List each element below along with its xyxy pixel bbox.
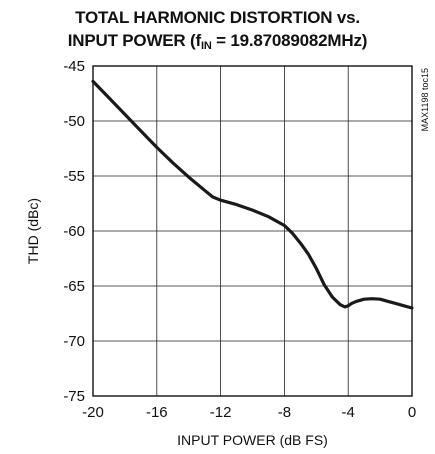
y-tick-label: -70 [63,333,85,350]
grid [92,65,413,397]
x-tick-label: -20 [82,404,104,421]
chart-title-line-1: TOTAL HARMONIC DISTORTION vs. [75,8,360,27]
part-code-label: MAX1198 toc15 [420,68,430,131]
y-tick-label: -50 [63,113,85,130]
chart-title: TOTAL HARMONIC DISTORTION vs. INPUT POWE… [0,6,435,52]
y-tick-label: -65 [63,278,85,295]
title-prefix: INPUT POWER (f [67,31,201,50]
y-axis-label: THD (dBc) [25,198,41,264]
x-tick-labels: -20 -16 -12 -8 -4 0 [82,404,416,421]
x-tick-label: -12 [210,404,232,421]
x-tick-label: 0 [408,404,416,421]
title-subscript: IN [200,40,212,52]
plot-frame [92,65,413,397]
y-tick-label: -55 [63,168,85,185]
y-tick-label: -75 [63,388,85,405]
y-tick-labels: -45 -50 -55 -60 -65 -70 -75 [63,58,85,405]
x-tick-label: -8 [278,404,291,421]
title-suffix: = 19.87089082MHz) [211,31,368,50]
y-tick-label: -45 [63,58,85,75]
x-axis-label: INPUT POWER (dB FS) [177,432,328,448]
x-tick-label: -16 [146,404,168,421]
x-tick-label: -4 [342,404,355,421]
y-tick-label: -60 [63,223,85,240]
chart-title-line-2: INPUT POWER (fIN = 19.87089082MHz) [0,29,435,52]
thd-series-line [91,79,414,310]
